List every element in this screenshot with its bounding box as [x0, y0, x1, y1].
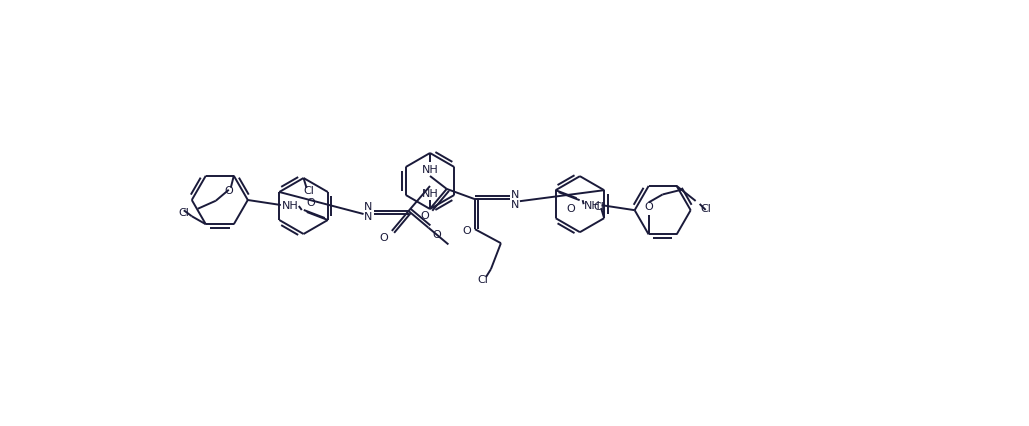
Text: O: O: [380, 232, 388, 242]
Text: NH: NH: [281, 201, 298, 210]
Text: NH: NH: [584, 201, 601, 211]
Text: NH: NH: [422, 189, 438, 199]
Text: N: N: [510, 190, 519, 200]
Text: O: O: [566, 204, 575, 214]
Text: Cl: Cl: [594, 201, 605, 212]
Text: O: O: [307, 198, 315, 207]
Text: O: O: [224, 185, 234, 195]
Text: N: N: [364, 201, 372, 211]
Text: Cl: Cl: [304, 186, 314, 196]
Text: Cl: Cl: [700, 204, 711, 213]
Text: N: N: [510, 200, 519, 210]
Text: NH: NH: [422, 164, 438, 175]
Text: O: O: [644, 202, 653, 212]
Text: Cl: Cl: [477, 274, 489, 285]
Text: Cl: Cl: [178, 208, 189, 218]
Text: O: O: [432, 229, 440, 239]
Text: O: O: [421, 210, 429, 220]
Text: O: O: [462, 226, 471, 236]
Text: N: N: [364, 211, 372, 222]
